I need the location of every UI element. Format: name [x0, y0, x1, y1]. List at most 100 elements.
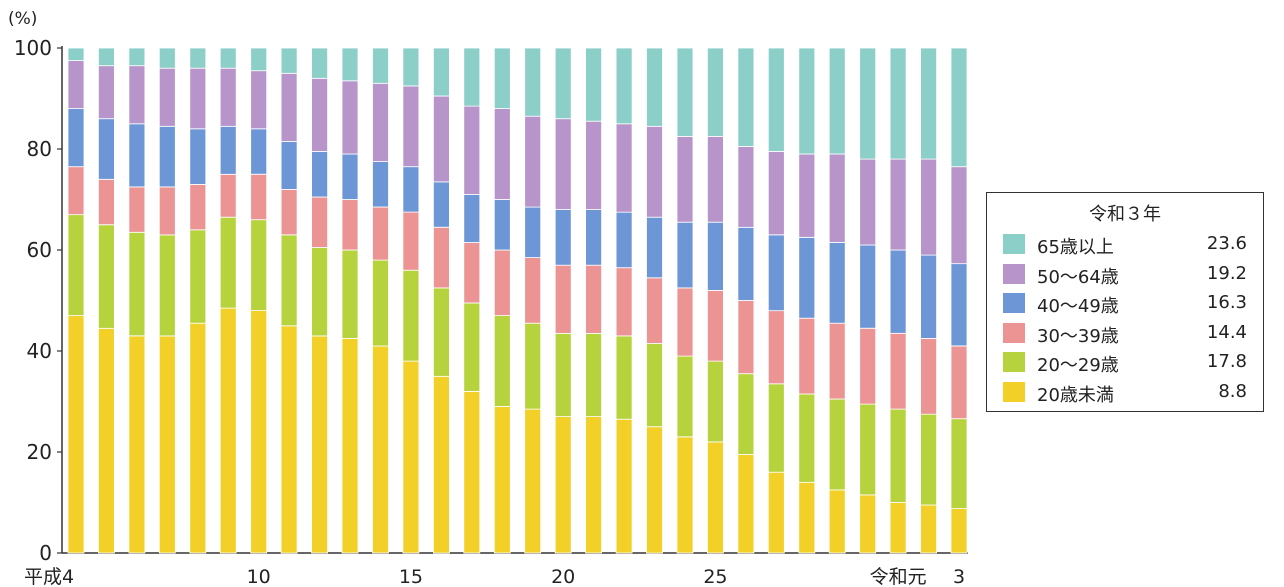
bar-segment	[341, 153, 359, 200]
bar-segment	[341, 47, 359, 82]
bar-segment	[646, 125, 663, 218]
legend-entry: 65歳以上 23.6	[1003, 231, 1253, 259]
bar-segment	[646, 216, 663, 279]
y-tick-label: 20	[27, 440, 52, 464]
bar-segment	[524, 115, 542, 208]
bar-segment	[707, 360, 724, 443]
bar-segment	[767, 47, 785, 152]
bar-segment	[950, 263, 968, 347]
bars	[67, 47, 968, 554]
bar-segment	[828, 489, 846, 554]
bar-segment	[950, 47, 968, 168]
bar-segment	[189, 183, 207, 231]
bar-segment	[372, 206, 389, 261]
bar-segment	[707, 135, 724, 223]
bar-segment	[493, 199, 511, 251]
bar-segment	[67, 315, 85, 554]
bar-segment	[798, 317, 816, 395]
bar-segment	[372, 161, 389, 208]
x-tick-label: 3	[953, 566, 965, 587]
bar-segment	[676, 135, 694, 223]
bar-segment	[920, 413, 937, 506]
bar-segment	[219, 125, 237, 175]
bar-segment	[646, 342, 663, 428]
bar-segment	[250, 47, 268, 72]
bar-segment	[554, 332, 572, 417]
bar-segment	[67, 214, 85, 317]
bar-segment	[128, 47, 146, 67]
bar-segment	[615, 267, 633, 337]
bar-segment	[372, 82, 389, 163]
bar-segment	[280, 325, 298, 554]
bar-segment	[798, 481, 816, 554]
bar-segment	[889, 47, 907, 160]
bar-segment	[950, 508, 968, 554]
legend-value: 19.2	[1206, 262, 1247, 284]
bar-segment	[920, 504, 937, 554]
legend-value: 17.8	[1206, 351, 1247, 372]
bar-segment	[98, 65, 115, 120]
x-tick-label: 15	[399, 566, 423, 587]
bar-segment	[67, 108, 85, 168]
bar-segment	[158, 125, 176, 188]
bar-segment	[250, 219, 268, 311]
bar-segment	[67, 47, 85, 62]
bar-segment	[950, 418, 968, 510]
bar-segment	[585, 416, 602, 554]
bar-segment	[524, 322, 542, 410]
bar-segment	[219, 307, 237, 554]
bar-segment	[554, 264, 572, 334]
x-tick-label: 令和元	[870, 566, 927, 587]
bar-segment	[859, 47, 877, 160]
bar-segment	[707, 221, 724, 291]
bar-segment	[737, 454, 755, 554]
legend: 令和３年 65歳以上 23.6 50〜64歳 19.2 40〜49歳 16.3 30〜39歳…	[986, 192, 1264, 412]
bar-segment	[493, 249, 511, 316]
bar-segment	[585, 47, 602, 122]
bar-segment	[524, 47, 542, 117]
bar-segment	[889, 502, 907, 554]
bar-segment	[432, 47, 450, 97]
bar-segment	[707, 441, 724, 554]
bar-segment	[372, 47, 389, 84]
bar-segment	[189, 47, 207, 69]
bar-segment	[280, 47, 298, 74]
bar-segment	[859, 327, 877, 405]
bar-segment	[432, 95, 450, 183]
legend-swatch	[1003, 293, 1025, 313]
bar-segment	[615, 211, 633, 269]
bar-segment	[737, 47, 755, 147]
bar-segment	[920, 158, 937, 256]
legend-entry: 50〜64歳 19.2	[1003, 261, 1253, 289]
bar-segment	[341, 80, 359, 155]
bar-segment	[341, 337, 359, 554]
legend-label: 40〜49歳	[1037, 296, 1119, 317]
bar-segment	[493, 108, 511, 200]
bar-segment	[402, 211, 420, 271]
bar-segment	[615, 418, 633, 554]
tick-labels: 0 20 40 60 80 100 (%) 平成4 10 15 20 25 令和元 3	[8, 9, 965, 587]
bar-segment	[554, 118, 572, 210]
bar-segment	[554, 47, 572, 120]
bar-segment	[250, 70, 268, 130]
bar-segment	[311, 196, 329, 248]
legend-value: 23.6	[1206, 233, 1247, 254]
bar-segment	[676, 436, 694, 554]
bar-segment	[737, 146, 755, 228]
bar-segment	[311, 335, 329, 554]
bar-segment	[128, 186, 146, 233]
bar-segment	[158, 47, 176, 69]
legend-label: 30〜39歳	[1037, 325, 1119, 347]
bar-segment	[432, 375, 450, 554]
bar-segment	[189, 67, 207, 130]
bar-segment	[554, 209, 572, 266]
bar-segment	[767, 151, 785, 236]
bar-segment	[98, 224, 115, 329]
bar-segment	[493, 47, 511, 109]
legend-swatch	[1003, 322, 1025, 343]
bar-segment	[463, 194, 481, 243]
bar-segment	[189, 128, 207, 185]
bar-segment	[311, 151, 329, 198]
bar-segment	[219, 67, 237, 127]
bar-segment	[402, 47, 420, 87]
